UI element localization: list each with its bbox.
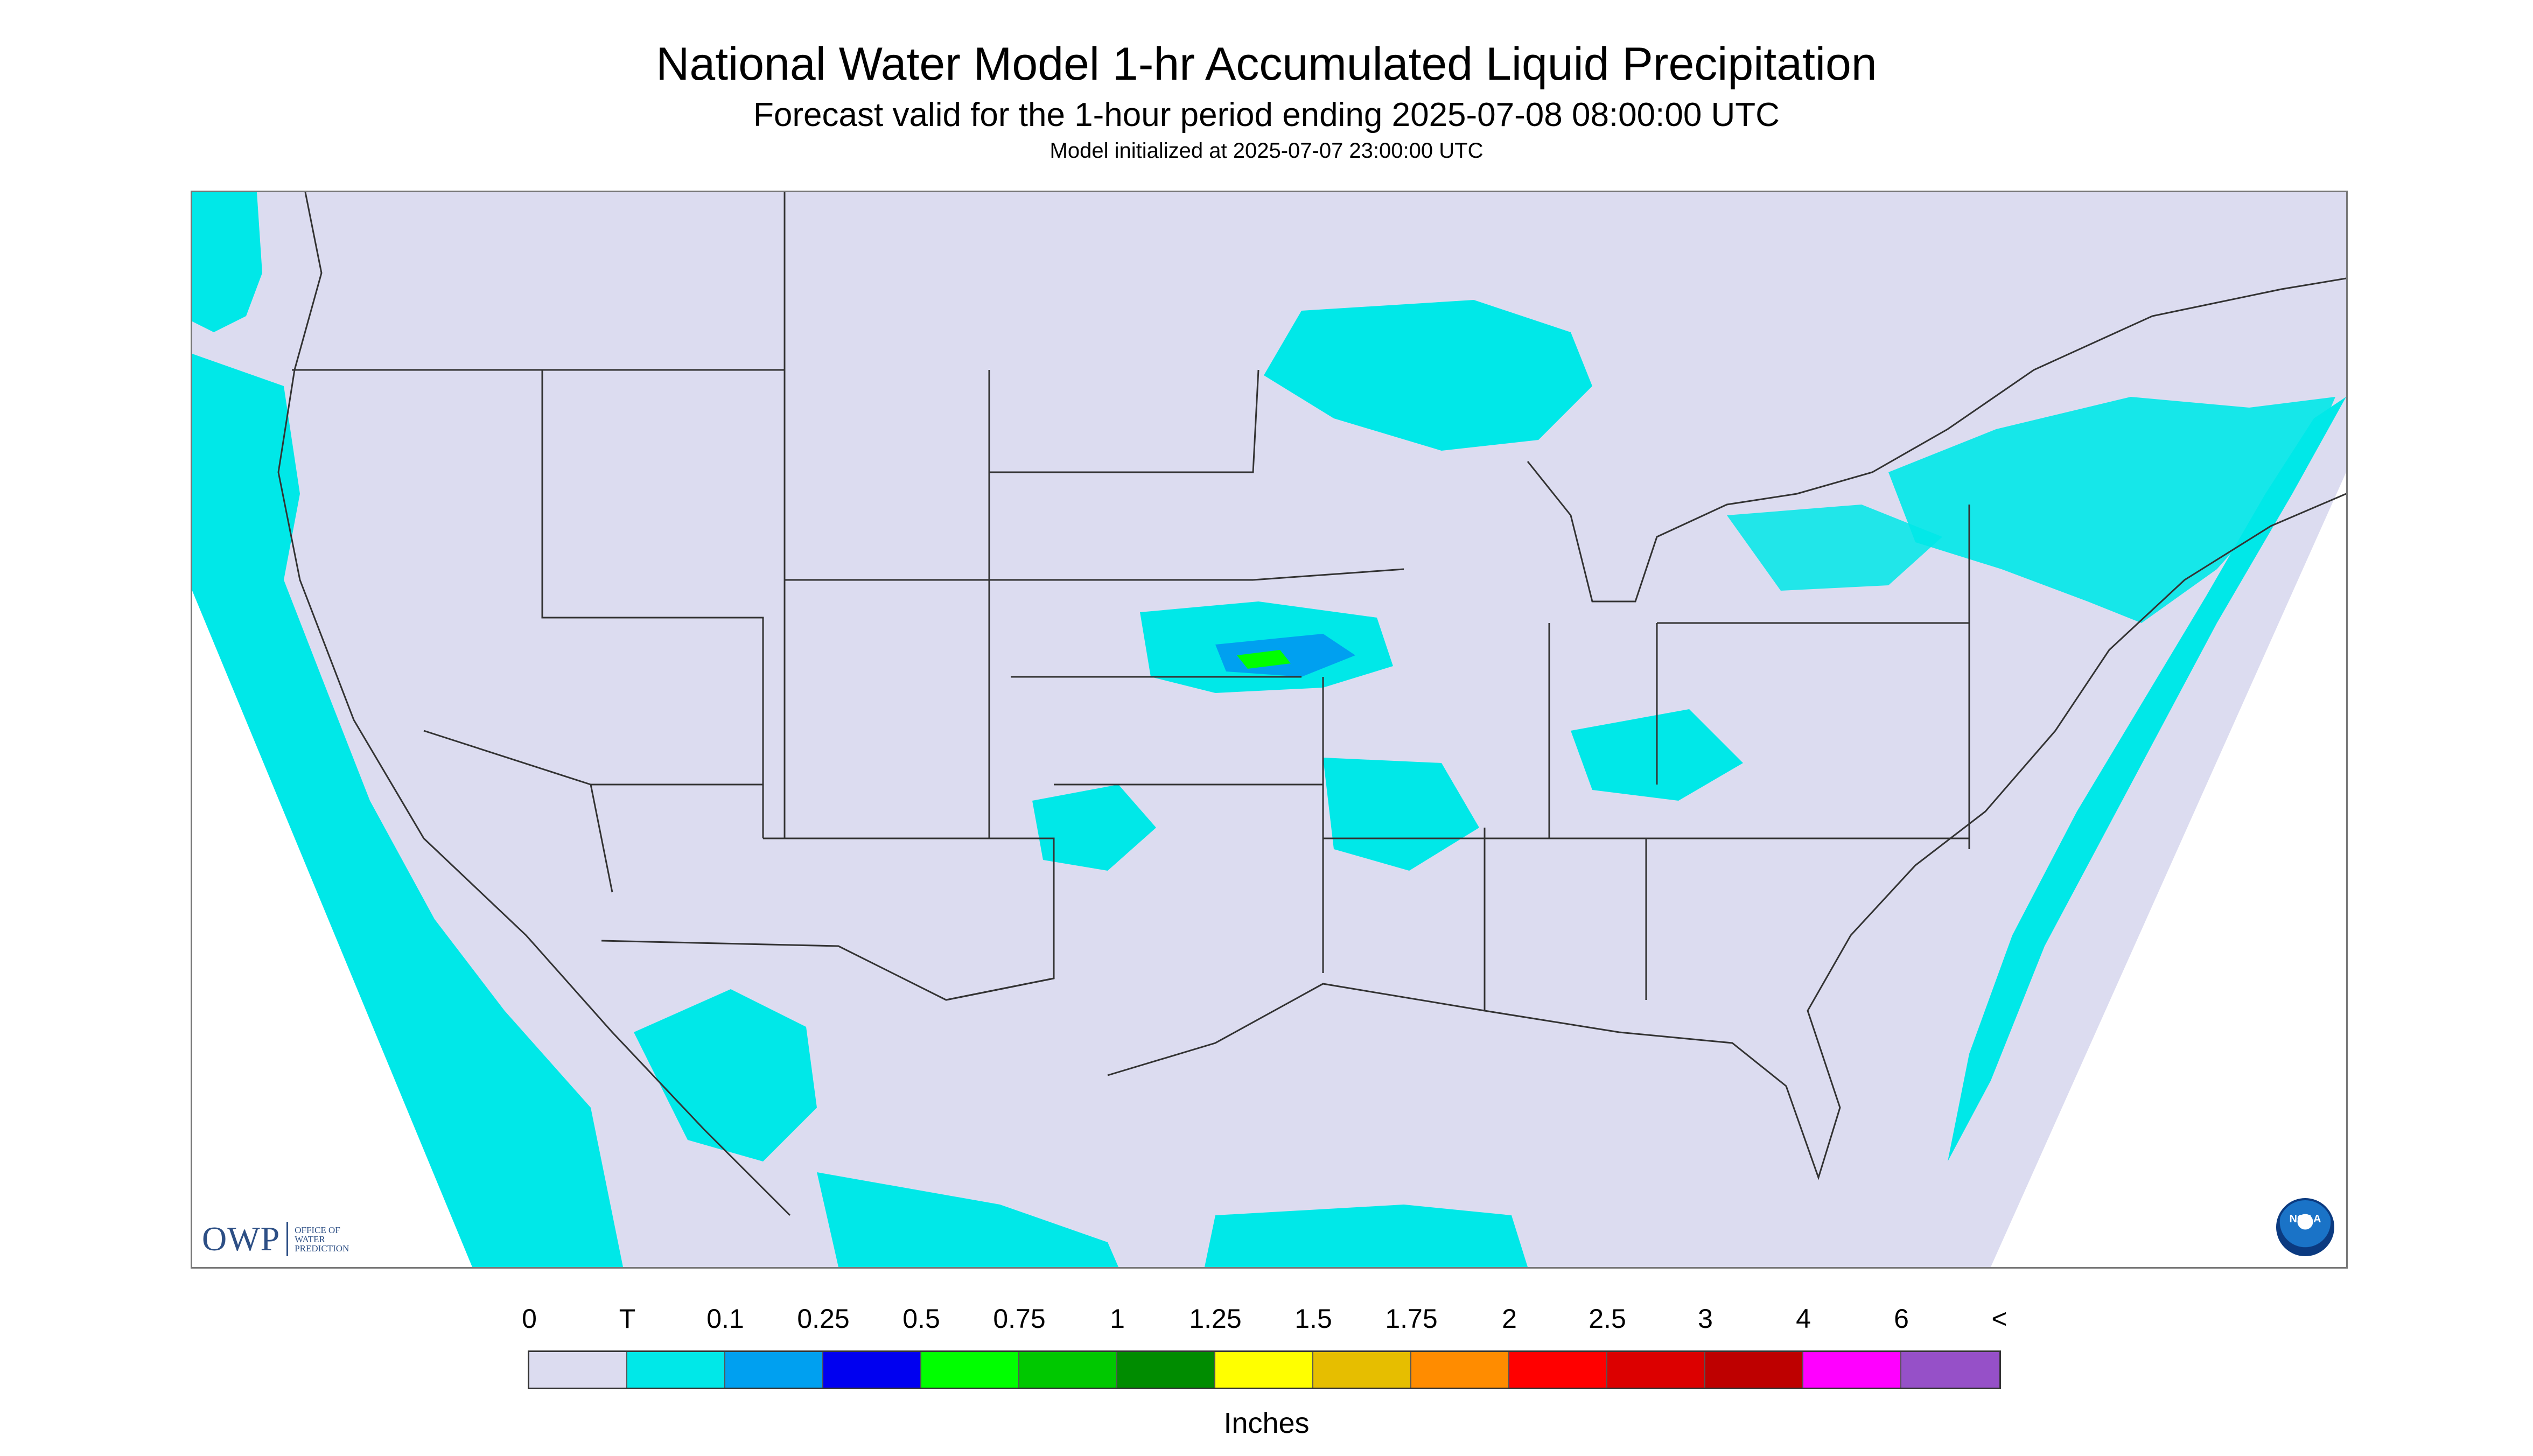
legend-swatch: [1215, 1352, 1313, 1388]
oklahoma-precip: [1032, 785, 1156, 871]
legend-label: 6: [1894, 1304, 1909, 1334]
northeast-precip: [1888, 397, 2335, 623]
legend-label: 1: [1110, 1304, 1125, 1334]
legend-units: Inches: [1223, 1407, 1310, 1439]
great-lakes-precip: [1727, 505, 1942, 591]
legend-swatch: [1803, 1352, 1901, 1388]
map-title: National Water Model 1-hr Accumulated Li…: [656, 38, 1877, 90]
legend-swatch: [627, 1352, 725, 1388]
pacific-precip-band: [192, 354, 623, 1267]
atlantic-precip-band: [1948, 397, 2346, 1161]
legend-label: 0.25: [797, 1304, 850, 1334]
map-canvas: [192, 192, 2346, 1267]
owp-logo-text: Office of Water Prediction: [295, 1226, 349, 1253]
legend-swatch: [529, 1352, 627, 1388]
legend-label: 0: [522, 1304, 537, 1334]
model-init-text: Model initialized at 2025-07-07 23:00:00…: [1049, 139, 1484, 163]
legend-label: 1.25: [1189, 1304, 1242, 1334]
legend-swatch: [823, 1352, 921, 1388]
gulf-south-precip: [1205, 1205, 1528, 1267]
outside-domain-left: [192, 192, 472, 1267]
legend-swatch: [1117, 1352, 1215, 1388]
outside-domain-right: [1991, 192, 2346, 1267]
legend-swatch: [1509, 1352, 1607, 1388]
legend-swatch: [1901, 1352, 1999, 1388]
mexico-precip: [634, 989, 817, 1161]
forecast-valid-subtitle: Forecast valid for the 1-hour period end…: [753, 96, 1780, 134]
legend-swatch: [1019, 1352, 1117, 1388]
owp-logo-divider: [286, 1222, 289, 1256]
mexico-pacific-precip: [817, 1172, 1118, 1267]
mid-south-precip: [1323, 758, 1479, 871]
owp-logo: OWP Office of Water Prediction: [202, 1217, 349, 1261]
legend-label: 2.5: [1589, 1304, 1626, 1334]
legend-label: 0.5: [902, 1304, 940, 1334]
legend-label: T: [619, 1304, 636, 1334]
legend-swatch: [1607, 1352, 1705, 1388]
upper-midwest-precip: [1264, 300, 1592, 451]
legend-label: 0.75: [993, 1304, 1046, 1334]
owp-logo-line: Water: [295, 1234, 325, 1244]
color-scale-legend: [528, 1350, 2001, 1389]
noaa-logo: NOAA: [2276, 1198, 2334, 1256]
legend-swatch: [1705, 1352, 1803, 1388]
legend-label: 1.5: [1295, 1304, 1332, 1334]
legend-swatch: [1313, 1352, 1411, 1388]
coastlines: [277, 192, 2346, 1216]
owp-logo-line: Prediction: [295, 1243, 349, 1254]
plains-moderate-core: [1237, 650, 1291, 669]
pacific-nw-precip: [192, 192, 262, 332]
precipitation-map: OWP Office of Water Prediction NOAA: [191, 191, 2348, 1269]
legend-swatch: [1411, 1352, 1509, 1388]
legend-label: 4: [1796, 1304, 1811, 1334]
legend-swatch: [725, 1352, 823, 1388]
owp-logo-mark: OWP: [202, 1220, 281, 1258]
owp-logo-line: Office of: [295, 1224, 340, 1235]
legend-label: 0.1: [706, 1304, 744, 1334]
state-boundaries: [292, 192, 1970, 1011]
legend-label: 1.75: [1385, 1304, 1438, 1334]
legend-label: 3: [1698, 1304, 1713, 1334]
legend-label: 2: [1502, 1304, 1517, 1334]
legend-swatch: [921, 1352, 1019, 1388]
legend-label: <: [1991, 1304, 2007, 1334]
